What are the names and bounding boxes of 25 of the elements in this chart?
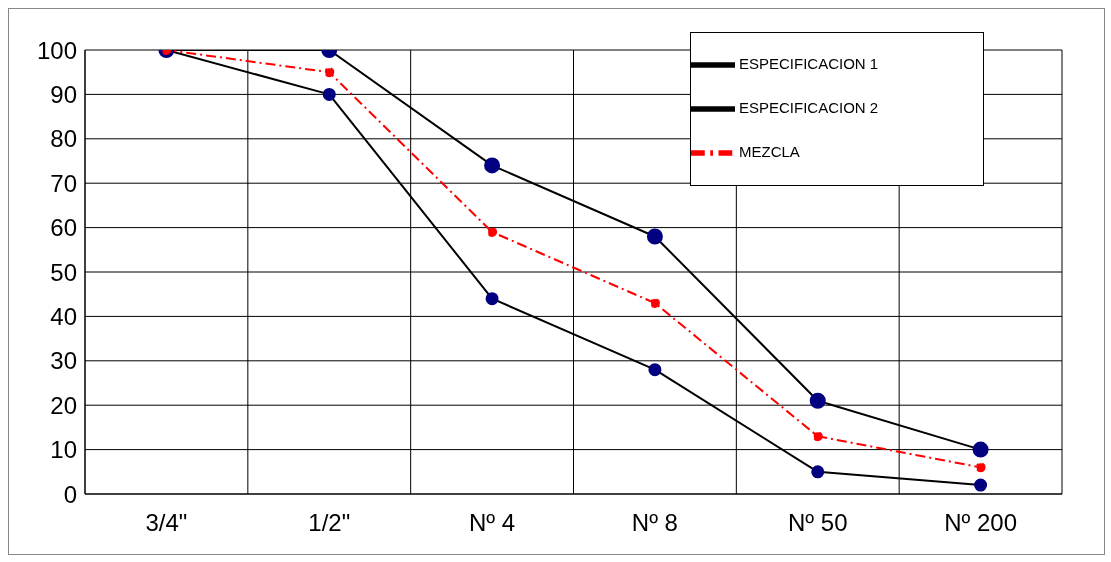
point — [324, 67, 335, 78]
y-tick-label: 20 — [50, 391, 77, 419]
x-tick-label: 1/2" — [308, 509, 351, 537]
x-tick-label: 3/4" — [145, 509, 188, 537]
x-tick-label: Nº 50 — [788, 509, 848, 537]
point — [975, 462, 986, 473]
y-tick-label: 60 — [50, 214, 77, 242]
legend-label: ESPECIFICACION 2 — [739, 98, 879, 116]
point — [812, 431, 823, 442]
point — [487, 227, 498, 238]
y-tick-label: 90 — [50, 80, 77, 108]
y-tick-label: 70 — [50, 169, 77, 197]
legend-label: MEZCLA — [739, 142, 800, 160]
y-tick-label: 0 — [63, 480, 77, 508]
y-tick-label: 80 — [50, 125, 77, 153]
y-tick-label: 40 — [50, 302, 77, 330]
x-tick-label: Nº 200 — [944, 509, 1017, 537]
legend-label: ESPECIFICACION 1 — [739, 54, 879, 72]
x-tick-label: Nº 4 — [469, 509, 516, 537]
y-tick-label: 30 — [50, 347, 77, 375]
y-tick-label: 10 — [50, 436, 77, 464]
y-tick-label: 100 — [36, 36, 77, 64]
y-tick-label: 50 — [50, 258, 77, 286]
point — [649, 298, 660, 309]
x-tick-label: Nº 8 — [631, 509, 678, 537]
